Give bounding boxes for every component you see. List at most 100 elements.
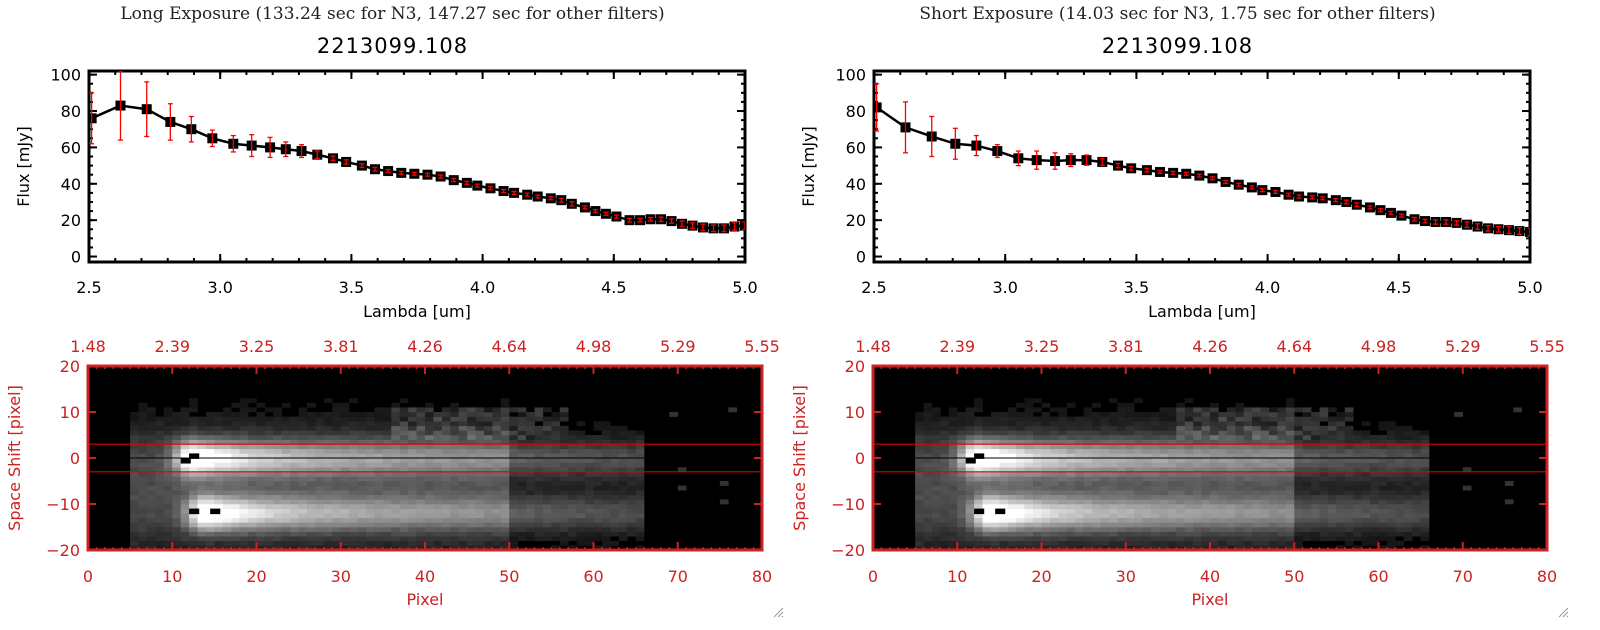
resize-grip-icon[interactable] (772, 606, 784, 618)
image-pixel (1167, 481, 1177, 486)
image-pixel (1235, 531, 1244, 537)
image-pixel (1033, 527, 1042, 532)
image-pixel (1176, 485, 1186, 491)
image-pixel (1007, 536, 1017, 542)
image-pixel (635, 448, 645, 454)
image-pixel (1361, 508, 1371, 514)
image-pixel (163, 416, 173, 422)
image-pixel (1277, 458, 1287, 463)
image-pixel (138, 504, 148, 509)
image-pixel (551, 471, 561, 477)
image-pixel (332, 476, 342, 482)
image-pixel (534, 448, 544, 454)
image-pixel (475, 481, 485, 486)
image-pixel (1125, 508, 1135, 514)
image-pixel (931, 462, 941, 468)
image-pixel (1403, 448, 1413, 454)
x-axis-title: Pixel (406, 590, 443, 609)
image-pixel (500, 476, 510, 482)
image-pixel (391, 402, 401, 408)
image-pixel (483, 522, 493, 528)
image-pixel (1260, 416, 1270, 422)
image-pixel (500, 467, 510, 473)
image-pixel (1041, 517, 1051, 523)
image-pixel (931, 448, 941, 454)
image-pixel (618, 527, 628, 532)
image-pixel (281, 531, 291, 537)
image-pixel (1336, 416, 1346, 422)
image-pixel (593, 527, 603, 532)
image-pixel (534, 458, 544, 463)
image-pixel (248, 527, 257, 532)
image-pixel (172, 476, 181, 482)
image-pixel (1184, 517, 1194, 523)
image-pixel (425, 499, 434, 505)
image-pixel (601, 540, 611, 546)
image-pixel (1092, 494, 1101, 500)
image-pixel (1344, 407, 1354, 413)
image-pixel (1243, 490, 1253, 496)
image-pixel (1285, 499, 1295, 505)
image-pixel (264, 416, 274, 422)
resize-grip-icon[interactable] (1557, 606, 1569, 618)
image-pixel (618, 508, 628, 514)
image-pixel (1125, 481, 1135, 486)
image-pixel (1285, 508, 1295, 514)
x-tick-label: 3.0 (207, 278, 232, 297)
image-pixel (576, 540, 586, 546)
image-pixel (1041, 504, 1051, 509)
image-pixel (332, 448, 342, 454)
image-pixel (425, 467, 434, 473)
image-pixel (1243, 448, 1253, 454)
image-pixel (1041, 416, 1051, 422)
image-pixel (610, 444, 620, 450)
image-pixel (1277, 430, 1287, 436)
image-pixel (256, 536, 266, 542)
image-pixel (323, 517, 333, 523)
image-pixel (399, 471, 409, 477)
image-pixel (517, 494, 527, 500)
image-pixel (222, 513, 232, 519)
image-pixel (1403, 435, 1413, 440)
image-pixel (1083, 490, 1093, 496)
image-pixel (323, 439, 333, 445)
image-pixel (923, 481, 933, 486)
image-pixel (1344, 476, 1354, 482)
image-pixel (231, 517, 240, 523)
image-pixel (618, 536, 628, 542)
image-pixel (1412, 430, 1421, 436)
image-pixel (1201, 435, 1211, 440)
image-pixel (923, 430, 933, 436)
image-pixel (1344, 462, 1354, 468)
image-pixel (273, 407, 283, 413)
image-pixel (551, 536, 561, 542)
image-pixel (1454, 412, 1464, 417)
image-pixel (1403, 494, 1413, 500)
image-pixel (1294, 481, 1303, 486)
image-pixel (1395, 467, 1405, 473)
image-pixel (248, 430, 257, 436)
image-pixel (999, 462, 1009, 468)
image-pixel (1092, 490, 1101, 496)
image-pixel (923, 517, 933, 523)
image-pixel (231, 430, 240, 436)
image-pixel (475, 545, 485, 551)
image-pixel (1311, 421, 1320, 427)
image-pixel (610, 485, 620, 491)
image-pixel (1277, 444, 1287, 450)
image-pixel (441, 462, 451, 468)
image-pixel (374, 508, 384, 514)
image-pixel (1302, 407, 1312, 413)
image-pixel (1049, 494, 1059, 500)
image-pixel (1184, 458, 1194, 463)
image-pixel (1201, 531, 1211, 537)
image-pixel (332, 545, 342, 551)
image-pixel (1049, 545, 1059, 551)
image-pixel (382, 508, 392, 514)
image-pixel (1285, 412, 1295, 417)
image-pixel (1134, 513, 1143, 519)
image-pixel (146, 522, 156, 528)
image-pixel (180, 407, 190, 413)
image-pixel (1184, 416, 1194, 422)
image-pixel (273, 527, 283, 532)
